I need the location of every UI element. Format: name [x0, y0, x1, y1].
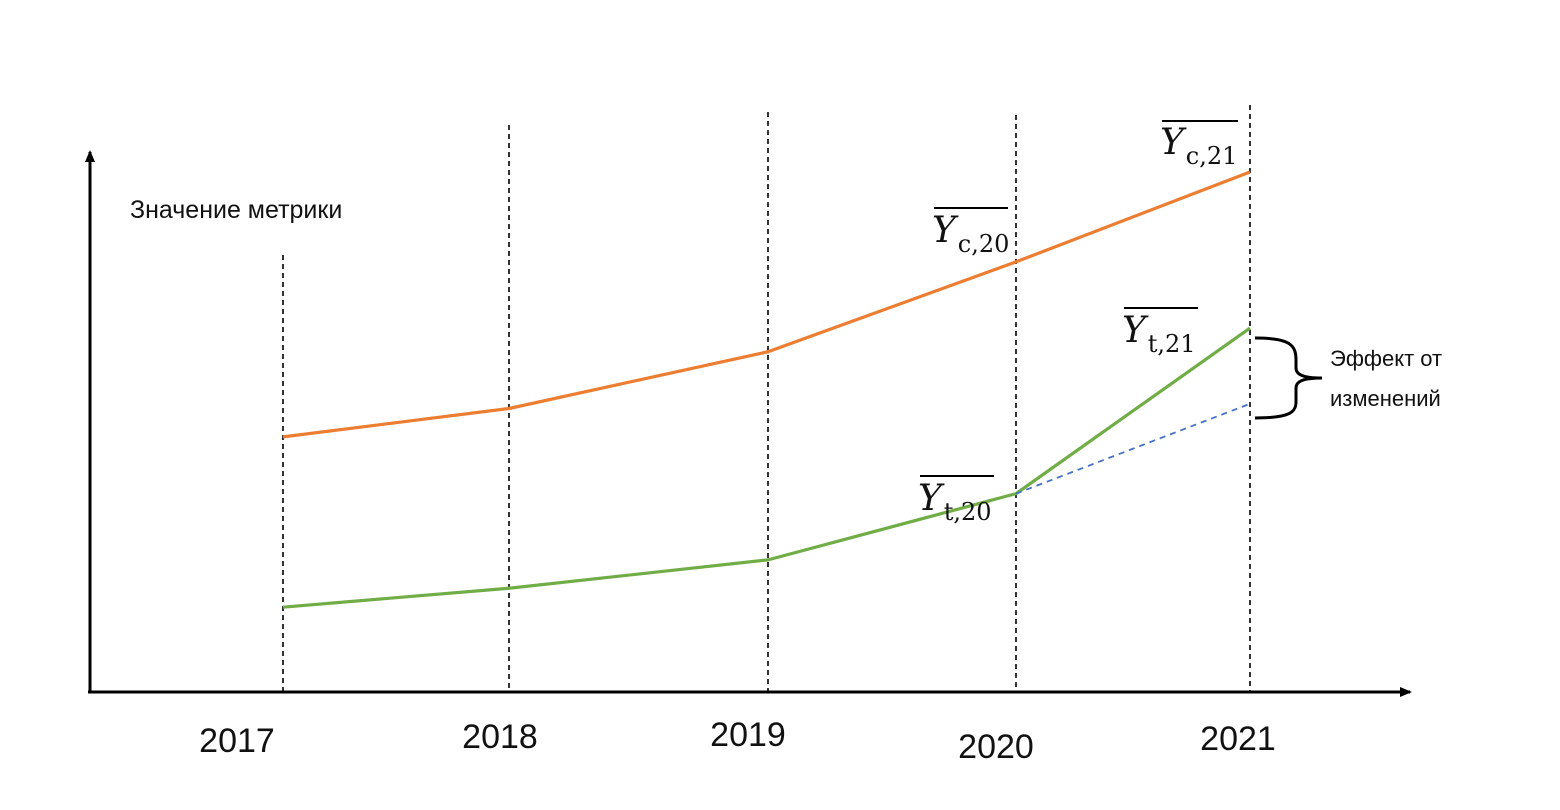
svg-text:Yt,20: Yt,20 [918, 478, 992, 526]
point-labels: Yc,20 Yc,21 Yt,20 Yt,21 [918, 120, 1238, 526]
point-label-yt21: Yt,21 [1122, 307, 1198, 358]
effect-label-line2: изменений [1330, 386, 1441, 411]
svg-text:Yc,20: Yc,20 [932, 210, 1009, 258]
svg-text:Yt,21: Yt,21 [1122, 310, 1196, 358]
x-tick-label-2020: 2020 [958, 728, 1034, 766]
x-tick-label-2021: 2021 [1200, 720, 1276, 758]
series-line-counterfactual [1015, 402, 1251, 495]
x-tick-label-2018: 2018 [462, 718, 538, 756]
point-label-yc20: Yc,20 [932, 207, 1009, 258]
vertical-gridlines [282, 105, 1251, 692]
x-tick-label-2019: 2019 [710, 716, 786, 754]
svg-text:Yc,21: Yc,21 [1160, 122, 1237, 170]
effect-brace-icon [1254, 336, 1323, 420]
series-layer [282, 170, 1251, 609]
series-line-control [282, 170, 1251, 439]
y-axis-label: Значение метрики [130, 196, 342, 224]
point-label-yt20: Yt,20 [918, 475, 994, 526]
x-tick-labels: 2017 2018 2019 2020 2021 [199, 716, 1276, 766]
series-line-treatment [282, 326, 1251, 609]
effect-label-line1: Эффект от [1330, 346, 1442, 371]
point-label-yc21: Yc,21 [1160, 120, 1238, 170]
x-tick-label-2017: 2017 [199, 722, 275, 760]
